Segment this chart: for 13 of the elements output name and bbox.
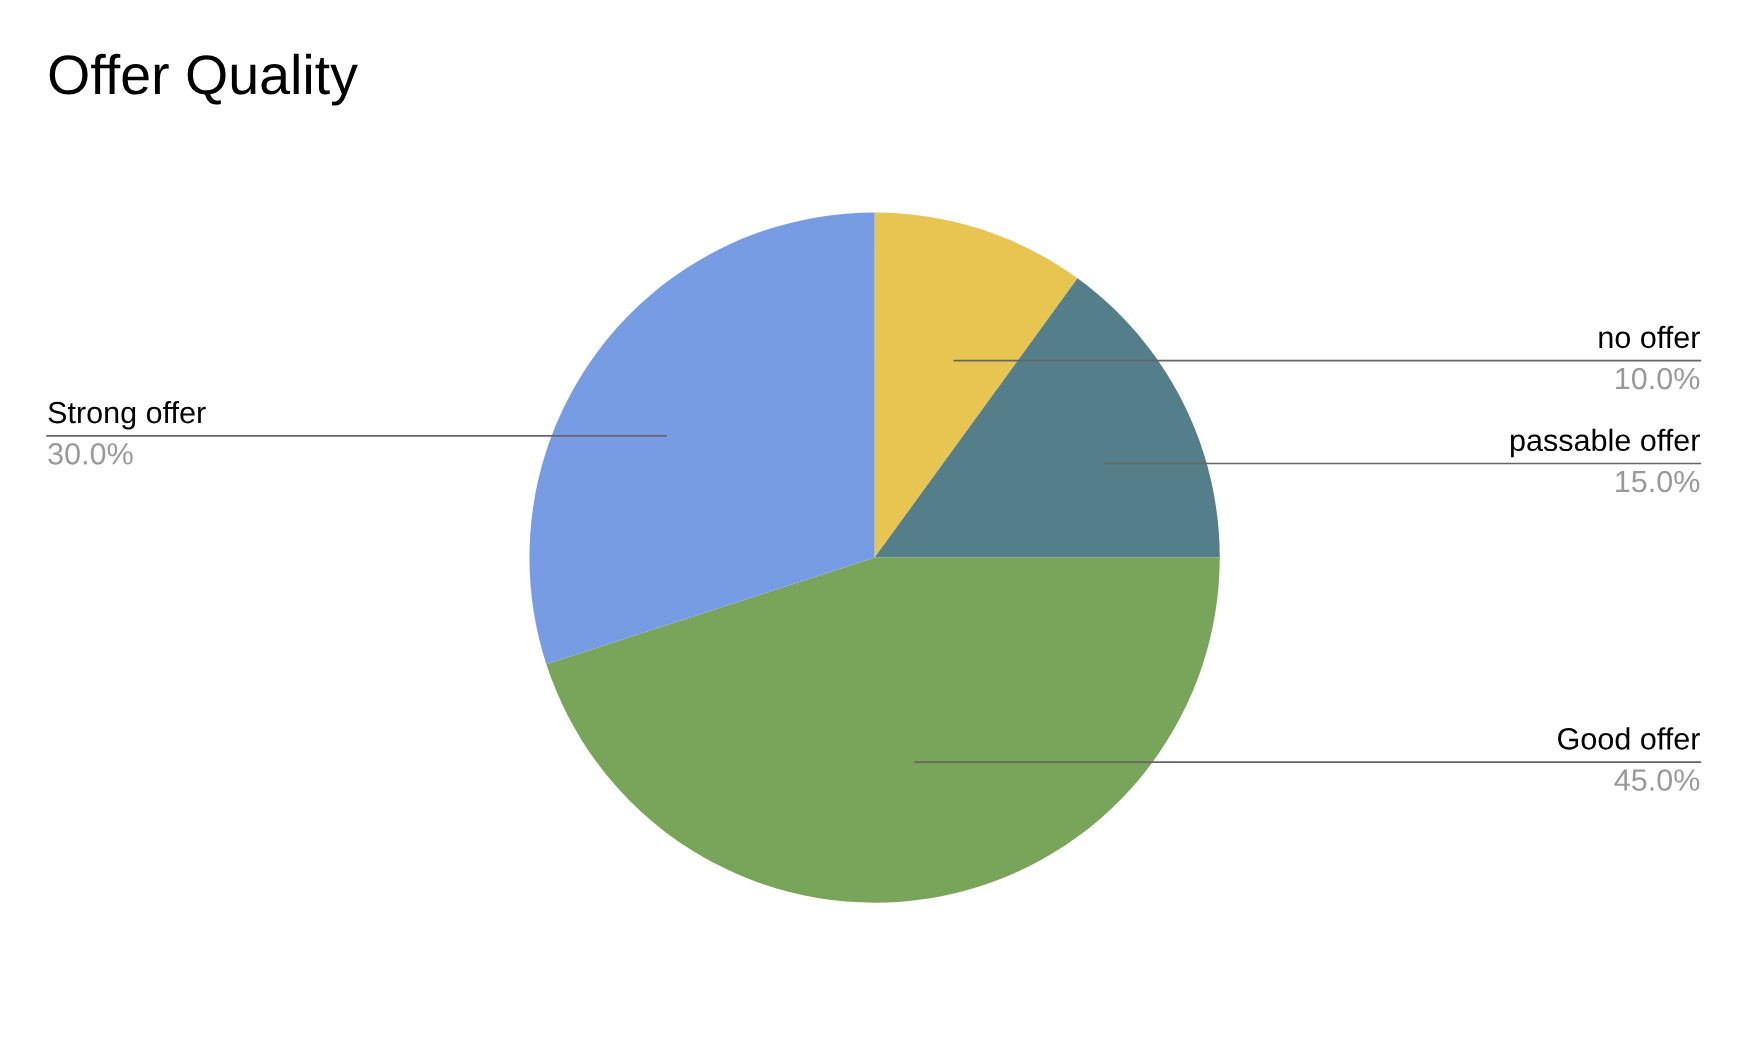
pie-slice bbox=[546, 557, 1220, 903]
slice-label: Good offer bbox=[1558, 727, 1700, 750]
data-label: 10.0% bbox=[1616, 367, 1700, 390]
slice-label: no offer bbox=[1599, 325, 1700, 349]
pie-slice bbox=[874, 212, 1078, 558]
data-label: 15.0% bbox=[1616, 470, 1700, 493]
pie-slice bbox=[529, 212, 875, 665]
chart-title: Offer Quality bbox=[49, 53, 358, 106]
slice-label: passable offer bbox=[1510, 428, 1700, 458]
pie-slice bbox=[874, 278, 1220, 558]
data-label: 45.0% bbox=[1614, 769, 1700, 791]
slice-label: Strong offer bbox=[48, 401, 206, 430]
data-label: 30.0% bbox=[48, 443, 133, 465]
